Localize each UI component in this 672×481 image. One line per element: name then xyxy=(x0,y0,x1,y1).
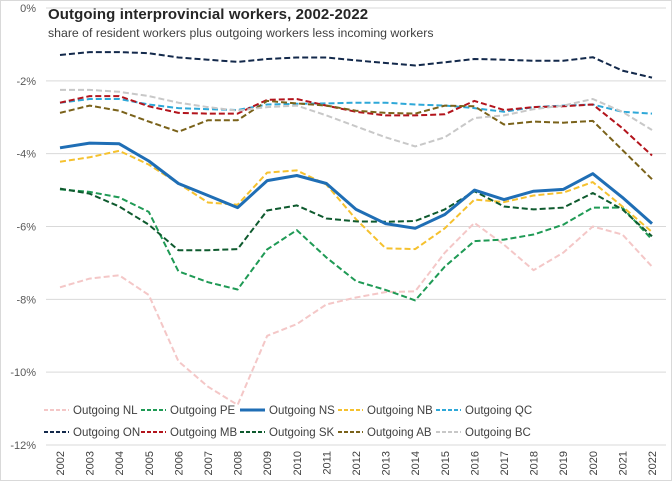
y-tick-label: -4% xyxy=(16,149,36,161)
x-tick-label: 2013 xyxy=(381,451,393,475)
y-tick-label: 0% xyxy=(20,3,36,15)
x-tick-label: 2022 xyxy=(647,451,659,475)
legend-label: Outgoing NS xyxy=(269,405,335,417)
x-tick-label: 2020 xyxy=(588,451,600,475)
x-tick-label: 2005 xyxy=(144,451,156,475)
legend-label: Outgoing NB xyxy=(367,405,433,417)
series-line-outgoing-nb xyxy=(59,149,653,251)
x-tick-label: 2012 xyxy=(351,451,363,475)
legend-label: Outgoing ON xyxy=(73,427,140,439)
x-tick-label: 2019 xyxy=(558,451,570,475)
legend-label: Outgoing NL xyxy=(73,405,138,417)
series-line-outgoing-bc xyxy=(60,88,653,148)
series-line-outgoing-ab xyxy=(59,99,653,180)
legend-label: Outgoing MB xyxy=(170,427,237,439)
series-line-outgoing-on xyxy=(59,51,653,79)
legend-item-outgoing-nb: Outgoing NB xyxy=(338,405,433,417)
x-tick-label: 2007 xyxy=(203,451,215,475)
legend-label: Outgoing AB xyxy=(367,427,432,439)
series-line-outgoing-sk xyxy=(59,187,653,252)
x-tick-label: 2003 xyxy=(85,451,97,475)
legend-item-outgoing-on: Outgoing ON xyxy=(44,427,140,439)
series-line-outgoing-nl xyxy=(59,221,653,406)
y-tick-label: -10% xyxy=(10,367,36,379)
x-tick-label: 2018 xyxy=(529,451,541,475)
x-tick-label: 2002 xyxy=(55,451,67,475)
x-tick-label: 2010 xyxy=(292,451,304,475)
series-lines xyxy=(59,51,653,406)
legend: Outgoing NL Outgoing PE Outgoing NS Outgoin… xyxy=(44,405,532,439)
series-line-outgoing-pe xyxy=(59,188,653,302)
legend-label: Outgoing BC xyxy=(465,427,531,439)
legend-item-outgoing-pe: Outgoing PE xyxy=(141,405,236,417)
chart-title: Outgoing interprovincial workers, 2002-2… xyxy=(48,6,369,23)
legend-item-outgoing-bc: Outgoing BC xyxy=(436,427,531,439)
legend-label: Outgoing PE xyxy=(170,405,236,417)
y-tick-label: -12% xyxy=(10,440,36,452)
x-tick-label: 2016 xyxy=(469,451,481,475)
x-tick-label: 2008 xyxy=(233,451,245,475)
x-tick-label: 2009 xyxy=(262,451,274,475)
legend-item-outgoing-mb: Outgoing MB xyxy=(141,427,237,439)
legend-label: Outgoing QC xyxy=(465,405,532,417)
legend-item-outgoing-qc: Outgoing QC xyxy=(436,405,532,417)
series-line-outgoing-mb xyxy=(59,95,653,157)
legend-item-outgoing-ns: Outgoing NS xyxy=(240,405,335,417)
legend-item-outgoing-sk: Outgoing SK xyxy=(240,427,335,439)
x-tick-label: 2011 xyxy=(321,451,333,475)
x-axis-ticks: 2002 2003 2004 2005 2006 2007 2008 2009 2010 2011… xyxy=(55,451,659,475)
y-tick-label: -8% xyxy=(16,294,36,306)
chart-subtitle: share of resident workers plus outgoing … xyxy=(48,26,434,40)
x-tick-label: 2015 xyxy=(440,451,452,475)
y-axis-ticks: 0% -2% -4% -6% -8% -10% -12% xyxy=(10,3,36,452)
x-tick-label: 2004 xyxy=(114,451,126,475)
x-tick-label: 2006 xyxy=(173,451,185,475)
x-tick-label: 2017 xyxy=(499,451,511,475)
series-line-outgoing-ns xyxy=(59,141,653,230)
y-tick-label: -2% xyxy=(16,76,36,88)
x-tick-label: 2014 xyxy=(410,451,422,475)
legend-item-outgoing-nl: Outgoing NL xyxy=(44,405,138,417)
y-tick-label: -6% xyxy=(16,222,36,234)
gridlines xyxy=(46,7,666,446)
x-tick-label: 2021 xyxy=(617,451,629,475)
legend-label: Outgoing SK xyxy=(269,427,335,439)
legend-item-outgoing-ab: Outgoing AB xyxy=(338,427,432,439)
